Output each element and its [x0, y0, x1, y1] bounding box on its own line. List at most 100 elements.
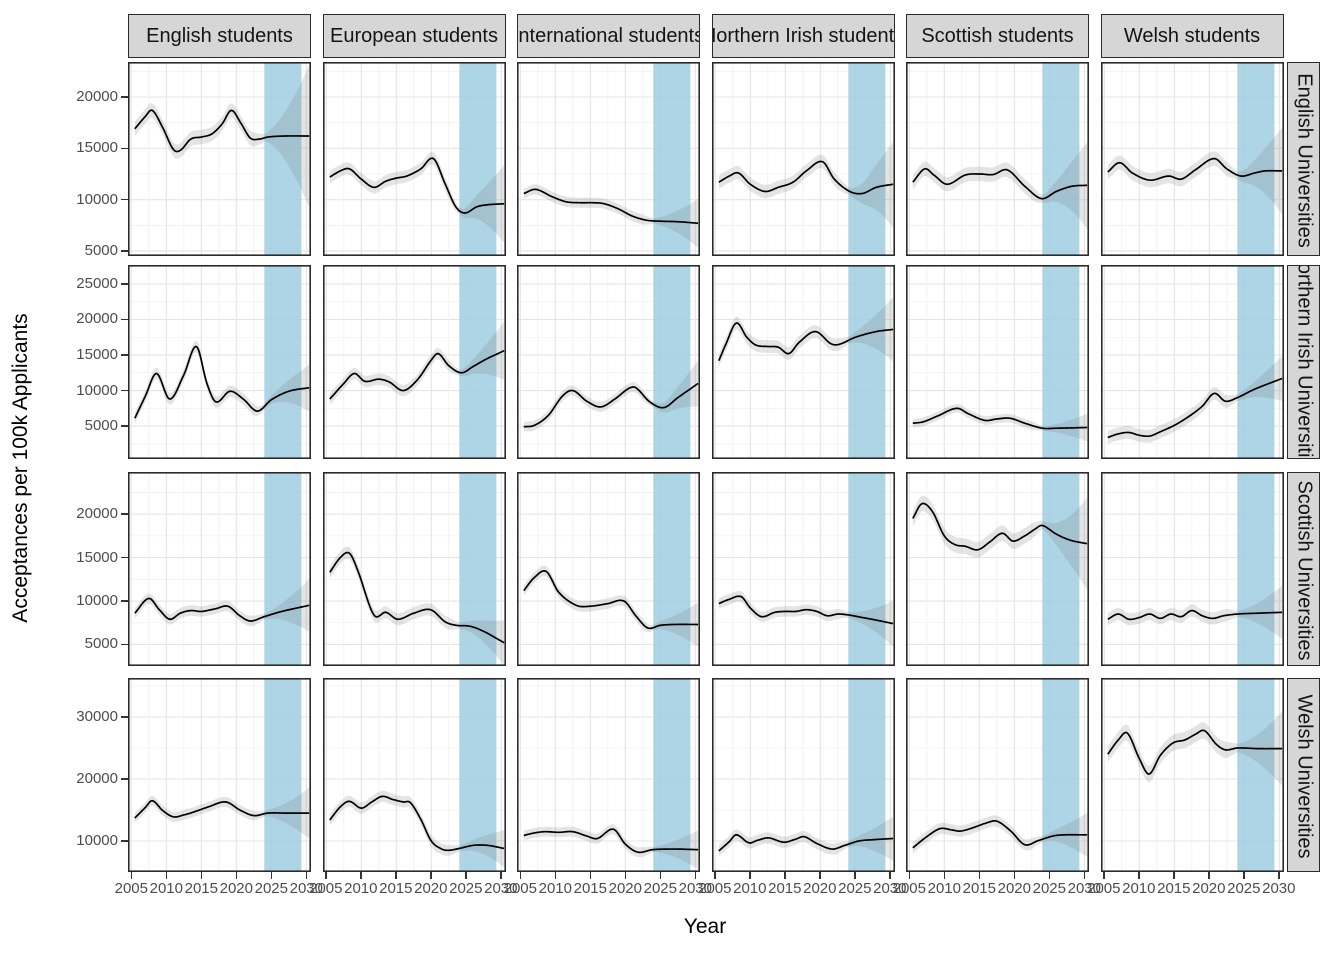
- x-tick-mark: [1243, 872, 1245, 879]
- facet-column-strip-label: International students: [517, 24, 700, 47]
- confidence-ribbon: [718, 816, 893, 861]
- y-tick-mark: [121, 600, 128, 602]
- x-tick-label: 2030: [289, 880, 323, 897]
- x-tick-mark: [889, 872, 891, 879]
- facet-panel-2-2: [322, 265, 506, 459]
- forecast-highlight-band: [847, 472, 885, 666]
- confidence-ribbon: [523, 565, 699, 647]
- y-tick-mark: [121, 643, 128, 646]
- y-tick-mark: [121, 250, 128, 252]
- facet-panel-4-5: [906, 678, 1089, 872]
- facet-panel-2-1: [128, 265, 311, 459]
- facet-panel-3-4: [711, 472, 895, 666]
- facet-column-strip: Welsh students: [1100, 14, 1284, 58]
- panel-border: [711, 678, 895, 872]
- x-tick-mark: [325, 872, 327, 879]
- trend-line: [328, 795, 504, 852]
- forecast-highlight-band: [1236, 678, 1274, 872]
- confidence-ribbon: [134, 340, 310, 424]
- x-tick-label: 2025: [1227, 880, 1261, 897]
- x-tick-label: 2030: [873, 880, 907, 897]
- facet-panel-3-6: [1100, 472, 1284, 666]
- forecast-highlight-band: [1042, 62, 1080, 256]
- x-tick-label: 2015: [573, 880, 607, 897]
- y-tick-label: 20000: [76, 769, 118, 787]
- forecast-highlight-band: [847, 265, 885, 459]
- x-tick-label: 2020: [803, 880, 837, 897]
- y-tick-mark: [121, 283, 128, 285]
- y-tick-mark: [121, 778, 128, 780]
- x-tick-label: 2005: [114, 880, 148, 897]
- panel-border: [1100, 472, 1284, 666]
- y-tick-mark: [121, 840, 128, 842]
- panel-border: [517, 678, 700, 872]
- panel-border: [1100, 678, 1284, 872]
- facet-panel-4-6: [1100, 678, 1284, 872]
- x-tick-label: 2010: [538, 880, 572, 897]
- panel-border: [517, 472, 700, 666]
- x-tick-label: 2020: [1192, 880, 1226, 897]
- panel-border: [322, 62, 506, 256]
- trend-line: [328, 349, 504, 400]
- confidence-ribbon: [718, 141, 893, 228]
- confidence-ribbon: [912, 812, 1088, 857]
- x-tick-mark: [465, 872, 467, 879]
- facet-panel-1-4: [711, 62, 895, 256]
- facet-panel-4-2: [322, 678, 506, 872]
- forecast-highlight-band: [264, 62, 302, 256]
- trend-line: [328, 551, 505, 644]
- x-tick-mark: [200, 872, 203, 879]
- facet-column-strip-label: Scottish students: [921, 24, 1074, 47]
- x-tick-label: 2025: [449, 880, 483, 897]
- x-tick-mark: [500, 872, 502, 879]
- x-tick-mark: [360, 872, 362, 879]
- facet-panel-4-1: [128, 678, 311, 872]
- forecast-highlight-band: [1236, 62, 1274, 256]
- confidence-ribbon: [912, 404, 1088, 442]
- x-tick-mark: [749, 872, 751, 879]
- x-tick-label: 2015: [184, 880, 218, 897]
- trend-line: [912, 407, 1088, 430]
- panel-border: [906, 678, 1089, 872]
- facet-column-strip-label: European students: [330, 24, 498, 47]
- panel-border: [517, 62, 700, 256]
- facet-panel-3-5: [906, 472, 1089, 666]
- x-tick-label: 2005: [1087, 880, 1121, 897]
- x-tick-label: 2030: [484, 880, 518, 897]
- x-tick-mark: [943, 872, 946, 879]
- x-tick-label: 2010: [1122, 880, 1156, 897]
- forecast-highlight-band: [653, 62, 691, 256]
- x-tick-mark: [854, 872, 856, 879]
- panel-border: [517, 265, 700, 459]
- y-tick-label: 20000: [76, 88, 118, 105]
- x-tick-label: 2020: [219, 880, 253, 897]
- x-tick-mark: [1278, 872, 1280, 879]
- panel-border: [906, 265, 1089, 459]
- facet-panel-2-5: [906, 265, 1089, 459]
- x-tick-mark: [659, 872, 662, 879]
- x-tick-mark: [819, 872, 821, 879]
- facet-panel-3-3: [517, 472, 700, 666]
- facet-panel-1-5: [906, 62, 1089, 256]
- y-tick-mark: [121, 96, 128, 98]
- x-tick-label: 2025: [838, 880, 872, 897]
- forecast-highlight-band: [264, 678, 302, 872]
- y-tick-mark: [121, 147, 128, 150]
- panel-border: [128, 265, 311, 459]
- trend-line: [1107, 377, 1282, 439]
- x-tick-mark: [270, 872, 273, 879]
- x-tick-mark: [235, 872, 238, 879]
- trend-line: [134, 345, 310, 419]
- x-tick-mark: [1208, 872, 1210, 879]
- y-tick-label: 5000: [84, 417, 118, 435]
- trend-line: [717, 160, 893, 195]
- y-tick-mark: [121, 513, 128, 515]
- facet-row-strip: Scottish Universities: [1286, 472, 1320, 666]
- facet-panel-1-1: [128, 62, 311, 256]
- x-tick-label: 2025: [1032, 880, 1066, 897]
- x-tick-label: 2010: [149, 880, 183, 897]
- x-tick-label: 2030: [1262, 880, 1296, 897]
- trend-line: [1106, 157, 1282, 182]
- y-tick-label: 20000: [76, 505, 118, 523]
- x-tick-mark: [978, 872, 981, 879]
